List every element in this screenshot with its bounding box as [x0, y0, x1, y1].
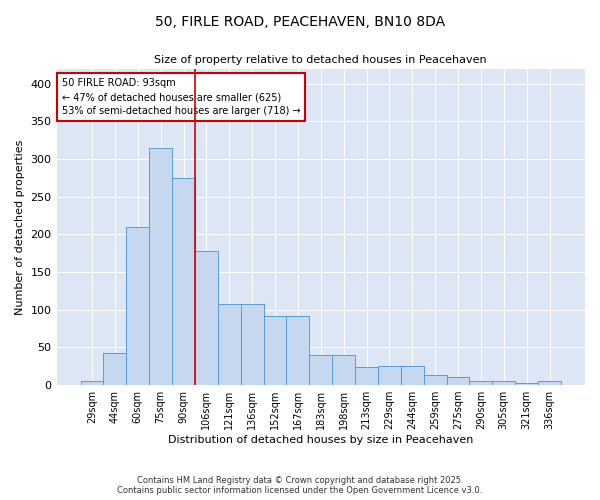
- Bar: [127, 227, 149, 385]
- Bar: [378, 366, 401, 385]
- Title: Size of property relative to detached houses in Peacehaven: Size of property relative to detached ho…: [154, 55, 487, 65]
- Y-axis label: Number of detached properties: Number of detached properties: [15, 139, 25, 314]
- Bar: [446, 377, 469, 385]
- Bar: [424, 374, 446, 385]
- Bar: [80, 382, 103, 385]
- Bar: [263, 316, 286, 385]
- Bar: [286, 316, 310, 385]
- Bar: [332, 355, 355, 385]
- Bar: [195, 251, 218, 385]
- Bar: [469, 382, 493, 385]
- X-axis label: Distribution of detached houses by size in Peacehaven: Distribution of detached houses by size …: [168, 435, 473, 445]
- Bar: [515, 383, 538, 385]
- Bar: [149, 148, 172, 385]
- Bar: [218, 304, 241, 385]
- Bar: [538, 382, 561, 385]
- Bar: [310, 355, 332, 385]
- Bar: [401, 366, 424, 385]
- Text: 50, FIRLE ROAD, PEACEHAVEN, BN10 8DA: 50, FIRLE ROAD, PEACEHAVEN, BN10 8DA: [155, 15, 445, 29]
- Bar: [355, 367, 378, 385]
- Text: Contains HM Land Registry data © Crown copyright and database right 2025.
Contai: Contains HM Land Registry data © Crown c…: [118, 476, 482, 495]
- Bar: [103, 352, 127, 385]
- Bar: [241, 304, 263, 385]
- Text: 50 FIRLE ROAD: 93sqm
← 47% of detached houses are smaller (625)
53% of semi-deta: 50 FIRLE ROAD: 93sqm ← 47% of detached h…: [62, 78, 301, 116]
- Bar: [493, 382, 515, 385]
- Bar: [172, 178, 195, 385]
